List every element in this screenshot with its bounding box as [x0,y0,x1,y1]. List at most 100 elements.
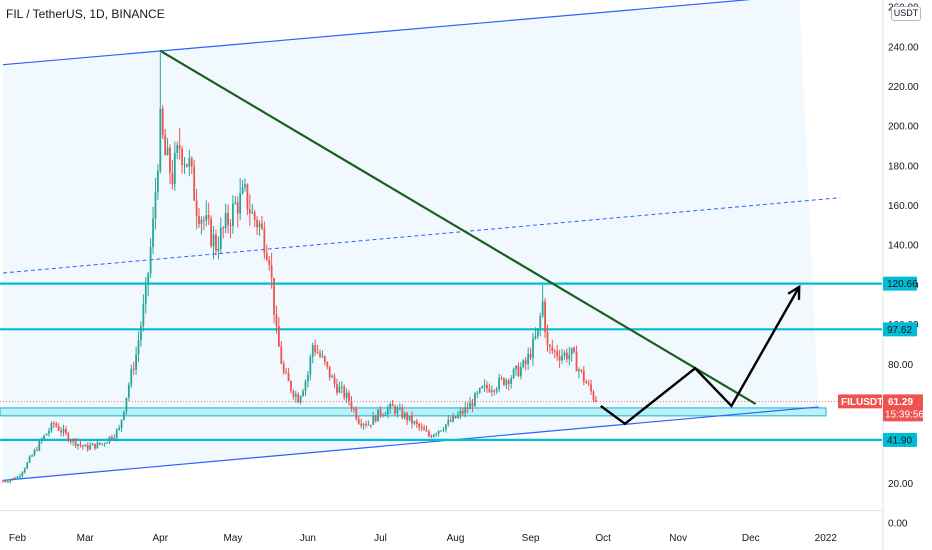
candle-body [234,202,237,204]
candle-body [444,424,447,430]
candle-body [65,429,67,434]
candle-body [190,158,193,167]
candle-body [398,408,401,410]
candle-body [52,423,55,425]
x-tick-label: Dec [742,533,760,544]
candle-body [176,145,179,153]
x-tick-label: Feb [9,533,27,544]
candle-body [568,354,571,360]
x-tick-label: Oct [595,533,611,544]
candle-body [69,441,72,443]
candle-body [277,326,280,347]
candle-body [573,347,576,353]
candle-body [60,430,62,433]
candle-body [294,394,297,397]
candle-body [26,462,29,469]
candle-body [239,193,242,214]
candle-body [418,424,421,428]
candle-body [152,218,154,248]
candle-body [420,427,423,429]
candle-body [437,430,440,434]
candle-body [522,360,525,368]
candle-body [585,381,588,384]
y-tick-label: 180.00 [888,161,919,172]
y-tick-label: 160.00 [888,201,919,212]
candle-body [212,234,215,247]
y-tick-label: 20.00 [888,479,913,490]
candle-body [488,388,491,393]
candle-body [340,386,343,388]
candle-body [353,408,355,410]
currency-unit-badge[interactable]: USDT [891,6,921,21]
x-tick-label: Apr [153,533,169,544]
candle-body [367,424,370,426]
candle-body [430,435,433,437]
symbol-title[interactable]: FIL / TetherUS, 1D, BINANCE [6,7,165,21]
candle-body [215,234,217,251]
candle-body [268,260,271,266]
candle-body [149,247,152,274]
candle-body [253,212,256,220]
candle-body [343,386,346,398]
candle-body [178,145,181,149]
candle-body [118,427,121,430]
candle-body [503,378,505,385]
candle-body [539,316,542,329]
candle-body [350,400,353,409]
candle-body [6,481,9,483]
candle-body [229,224,232,226]
x-tick-label: Aug [447,533,465,544]
candle-body [394,406,396,414]
level-tag-2 [883,432,917,447]
candle-body [379,409,382,415]
candle-body [338,386,341,393]
candle-body [270,265,273,278]
candle-body [411,415,413,424]
candle-body [227,213,229,225]
candle-body [469,402,471,409]
candle-body [336,384,338,393]
candle-body [408,415,411,421]
candle-body [355,408,358,419]
candle-body [495,388,498,392]
candle-body [103,443,106,445]
candle-body [280,346,283,364]
candle-body [16,477,19,480]
candle-body [115,429,118,438]
candle-body [38,440,41,451]
candle-body [31,455,33,457]
candle-body [580,369,583,371]
candle-body [490,390,493,393]
candle-body [202,219,205,221]
candle-body [290,381,292,392]
candle-body [299,396,302,403]
y-tick-label: 220.00 [888,82,919,93]
candle-body [517,365,520,377]
candle-body [396,408,399,414]
candle-body [246,184,249,210]
candle-body [181,148,183,165]
candle-body [331,376,334,378]
candle-body [222,227,225,229]
candle-body [2,481,4,483]
candle-body [130,368,133,385]
candle-body [62,429,65,433]
y-tick-label: 140.00 [888,241,919,252]
candle-body [561,355,563,361]
candle-body [309,356,312,375]
candle-body [449,419,452,422]
candle-body [454,416,457,419]
candle-body [219,227,222,249]
projection-arrowhead [787,284,801,300]
candle-body [590,384,592,392]
candle-body [391,404,394,407]
plot-area [0,0,882,484]
candle-body [575,352,578,372]
candle-body [89,445,92,450]
candle-body [311,345,314,357]
candle-body [81,445,84,447]
candle-body [345,392,348,398]
candle-body [362,424,365,426]
x-tick-label: Sep [522,533,540,544]
